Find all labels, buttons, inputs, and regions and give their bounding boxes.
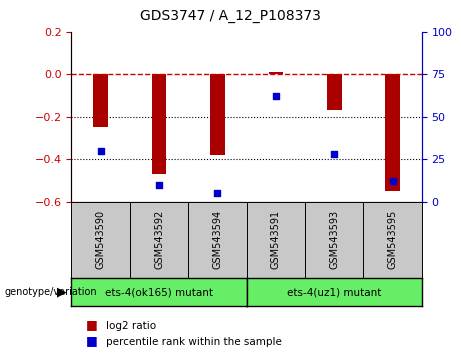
Bar — [152, 74, 166, 174]
Text: GSM543590: GSM543590 — [95, 210, 106, 269]
Point — [272, 93, 279, 99]
Point — [214, 190, 221, 196]
Text: percentile rank within the sample: percentile rank within the sample — [106, 337, 282, 347]
Text: GSM543592: GSM543592 — [154, 210, 164, 269]
Text: log2 ratio: log2 ratio — [106, 321, 156, 331]
Text: GSM543595: GSM543595 — [388, 210, 398, 269]
Bar — [93, 74, 108, 127]
Point — [331, 152, 338, 157]
Text: ▶: ▶ — [57, 286, 67, 298]
Text: ■: ■ — [86, 318, 98, 331]
Text: GSM543594: GSM543594 — [213, 210, 223, 269]
Bar — [327, 74, 342, 110]
Text: genotype/variation: genotype/variation — [5, 287, 97, 297]
Point — [97, 148, 104, 154]
Point — [155, 182, 163, 188]
Bar — [268, 72, 283, 74]
Point — [389, 178, 396, 184]
Bar — [210, 74, 225, 155]
Text: ets-4(ok165) mutant: ets-4(ok165) mutant — [105, 287, 213, 297]
Text: GSM543591: GSM543591 — [271, 210, 281, 269]
Text: ets-4(uz1) mutant: ets-4(uz1) mutant — [287, 287, 381, 297]
Text: GSM543593: GSM543593 — [329, 210, 339, 269]
Text: GDS3747 / A_12_P108373: GDS3747 / A_12_P108373 — [140, 9, 321, 23]
Text: ■: ■ — [86, 334, 98, 347]
Bar — [385, 74, 400, 191]
